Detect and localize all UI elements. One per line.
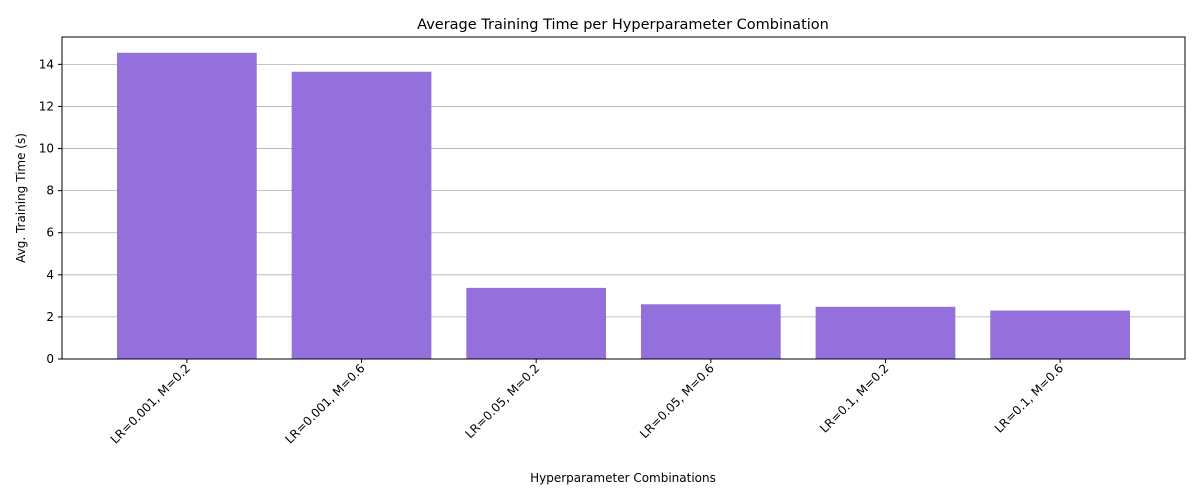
y-tick-label: 0 bbox=[46, 352, 54, 366]
x-tick-label: LR=0.001, M=0.2 bbox=[108, 361, 193, 446]
y-ticks: 0 2 4 6 8 10 12 14 bbox=[39, 57, 62, 366]
bar bbox=[466, 287, 607, 359]
x-tick-label: LR=0.1, M=0.2 bbox=[817, 361, 891, 435]
y-tick-label: 10 bbox=[39, 142, 54, 156]
x-tick-label: LR=0.05, M=0.2 bbox=[462, 361, 542, 441]
bar bbox=[990, 310, 1130, 359]
bars bbox=[117, 52, 1130, 360]
bar bbox=[291, 71, 432, 359]
y-tick-label: 8 bbox=[46, 184, 54, 198]
y-tick-label: 12 bbox=[39, 99, 54, 113]
x-tick-label: LR=0.1, M=0.6 bbox=[992, 361, 1066, 435]
x-tick-label: LR=0.001, M=0.6 bbox=[282, 361, 367, 446]
x-ticks: LR=0.001, M=0.2 LR=0.001, M=0.6 LR=0.05, M… bbox=[108, 359, 1066, 446]
bar bbox=[815, 306, 956, 359]
y-axis-title: Avg. Training Time (s) bbox=[14, 133, 28, 263]
bar bbox=[640, 304, 781, 359]
axes bbox=[61, 36, 1186, 360]
y-tick-label: 6 bbox=[46, 226, 54, 240]
chart-title: Average Training Time per Hyperparameter… bbox=[417, 17, 829, 33]
x-tick-label: LR=0.05, M=0.6 bbox=[637, 361, 717, 441]
y-tick-label: 14 bbox=[39, 57, 54, 71]
y-tick-label: 2 bbox=[46, 310, 54, 324]
y-tick-label: 4 bbox=[46, 268, 54, 282]
plot-frame bbox=[61, 36, 1186, 360]
x-axis-title: Hyperparameter Combinations bbox=[530, 471, 716, 485]
bar bbox=[117, 52, 257, 360]
